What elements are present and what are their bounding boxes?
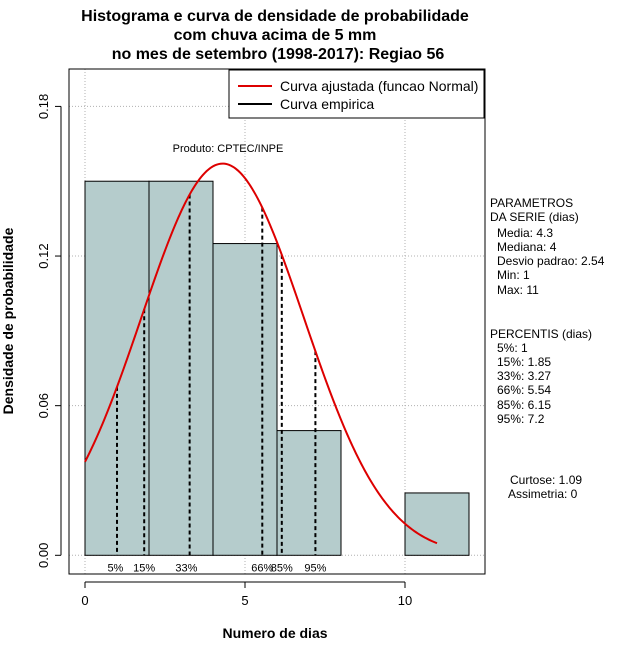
histogram-bar (404, 492, 470, 556)
y-axis: 0.00 0.06 0.12 0.18 (36, 94, 62, 568)
percentile-label: 95% (304, 562, 326, 574)
percentile-label: 15% (133, 562, 155, 574)
x-tick-label: 10 (398, 593, 412, 608)
chart-title-line-3: no mes de setembro (1998-2017): Regiao 5… (112, 46, 445, 63)
parametros-title-1: PARAMETROS (490, 196, 573, 210)
param-max: Max: 11 (497, 283, 539, 297)
chart-title-line-2: com chuva acima de 5 mm (174, 27, 377, 44)
percentil-95: 95%: 7.2 (497, 412, 545, 426)
percentil-33: 33%: 3.27 (497, 369, 551, 383)
percentile-label: 33% (175, 562, 197, 574)
legend-box (228, 69, 485, 119)
percentis-title: PERCENTIS (dias) (490, 327, 592, 341)
x-axis: 0 5 10 (81, 581, 412, 608)
assimetria: Assimetria: 0 (508, 487, 578, 501)
percentil-15: 15%: 1.85 (497, 355, 551, 369)
product-annotation: Produto: CPTEC/INPE (173, 143, 284, 155)
histogram-bar (212, 243, 278, 556)
percentil-66: 66%: 5.54 (497, 383, 551, 397)
y-axis-label: Densidade de probabilidade (0, 227, 16, 414)
x-tick-label: 5 (241, 593, 248, 608)
param-min: Min: 1 (497, 268, 530, 282)
side-panel: PARAMETROS DA SERIE (dias) Media: 4.3 Me… (490, 196, 605, 501)
param-mediana: Mediana: 4 (497, 240, 557, 254)
legend: Curva ajustada (funcao Normal) Curva emp… (228, 69, 485, 119)
percentile-lines: 5% 15% 33% 66%85% 95% (107, 194, 327, 574)
density-curve-line (84, 162, 438, 545)
percentile-label: 66% (251, 562, 273, 574)
parametros-title-2: DA SERIE (dias) (490, 210, 579, 224)
histogram-bars (84, 180, 470, 556)
histogram-bar (276, 430, 342, 556)
percentile-label: 85% (271, 562, 293, 574)
histogram-bar (148, 180, 214, 556)
x-tick-label: 0 (81, 593, 88, 608)
percentile-label: 5% (107, 562, 123, 574)
param-desvio: Desvio padrao: 2.54 (497, 254, 605, 268)
y-tick-label: 0.18 (36, 94, 51, 119)
curtose: Curtose: 1.09 (510, 473, 582, 487)
legend-label-empirical: Curva empirica (280, 96, 374, 112)
legend-label-curve: Curva ajustada (funcao Normal) (280, 78, 478, 94)
y-tick-label: 0.12 (36, 243, 51, 268)
y-tick-label: 0.06 (36, 393, 51, 418)
density-curve (84, 162, 438, 545)
x-axis-label: Numero de dias (222, 625, 327, 641)
percentil-85: 85%: 6.15 (497, 398, 551, 412)
y-tick-label: 0.00 (36, 543, 51, 568)
plot-frame (68, 68, 486, 575)
param-media: Media: 4.3 (497, 226, 553, 240)
percentil-5: 5%: 1 (497, 341, 528, 355)
chart-title-line-1: Histograma e curva de densidade de proba… (81, 8, 469, 25)
